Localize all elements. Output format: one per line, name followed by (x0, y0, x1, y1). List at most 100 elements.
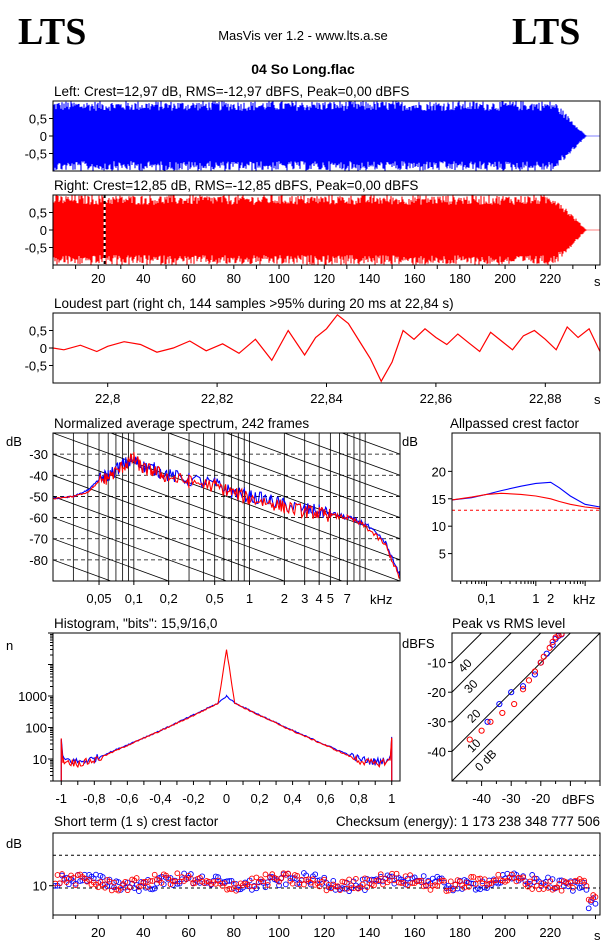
short-term-crest-point-1-129 (341, 879, 348, 886)
allpass-crest-title: Allpassed crest factor (450, 416, 580, 431)
right-waveform-ytick-label-1: 0 (40, 223, 47, 238)
short-term-crest-plot: 10 20 40 60 80 100 120 140 160 180 200 220 (33, 854, 600, 940)
short-term-crest-point-1-157 (405, 882, 411, 888)
short-term-crest-point-1-115 (310, 876, 316, 883)
short-term-crest-point-1-127 (337, 887, 343, 894)
right-waveform-xtick-label-5: 120 (313, 271, 335, 286)
short-term-crest-point-1-164 (420, 883, 427, 890)
loudest-part-xtick-label-4: 22,88 (529, 391, 562, 406)
crest-ylabel: dB (402, 434, 418, 449)
allpass-crest-ytick-label-3: 5 (439, 547, 446, 562)
avg-spectrum-ytick-label-5: -80 (29, 553, 48, 568)
short-term-crest-point-0-240 (592, 900, 599, 907)
peak-vs-rms-ytick-label-1: -20 (427, 685, 446, 700)
short-term-crest-point-1-145 (377, 871, 384, 878)
avg-spectrum-xtick-label-8: 5 (327, 591, 334, 606)
peak-vs-rms-point-0-1 (496, 700, 503, 708)
short-term-crest-point-1-11 (75, 872, 81, 878)
allpass-crest-xtick-label-2: 2 (547, 591, 554, 606)
crest-xunit: kHz (573, 592, 595, 607)
peak-vs-rms-diag-3 (452, 633, 572, 753)
file-name: 04 So Long.flac (251, 61, 355, 77)
histogram-ytick-label-0: 1000 (18, 689, 47, 704)
short-term-crest-point-1-3 (56, 880, 63, 887)
short-term-crest-xtick-label-5: 120 (313, 925, 335, 940)
right-waveform-xtick-label-1: 40 (136, 271, 150, 286)
histogram-xtick-label-4: -0,2 (182, 791, 204, 806)
short-term-crest-point-1-174 (443, 888, 450, 894)
histogram-ytick-label-1: 100 (25, 720, 47, 735)
short-term-crest-point-1-151 (391, 877, 398, 884)
histogram-xtick-label-5: 0 (223, 791, 230, 806)
short-term-crest-point-1-210 (524, 883, 531, 890)
left-waveform-ytick-label-2: -0,5 (25, 147, 47, 162)
loudest-part-line (52, 313, 601, 383)
avg-spectrum-slope-8 (53, 474, 344, 581)
loudest-part-xtick-label-1: 22,82 (201, 391, 234, 406)
histogram-ylabel: n (6, 638, 13, 653)
short-term-crest-point-1-166 (425, 879, 432, 885)
histogram-frame (52, 632, 401, 782)
loudest-part-ytick-label-1: 0 (40, 341, 47, 356)
short-term-crest-title: Short term (1 s) crest factor (54, 814, 219, 829)
spectrum-xunit: kHz (370, 592, 392, 607)
loudest-part-plot: 0,5 0 -0,5 22,8 22,82 22,84 22,86 22,88 (25, 313, 601, 406)
short-term-crest-point-1-45 (151, 871, 158, 878)
short-term-crest-point-1-51 (165, 875, 172, 881)
avg-spectrum-title: Normalized average spectrum, 242 frames (54, 416, 309, 431)
short-term-crest-point-1-131 (346, 876, 352, 883)
short-term-crest-point-1-224 (556, 880, 563, 887)
short-term-crest-point-1-61 (188, 875, 194, 882)
peak-vs-rms-point-1-5 (519, 686, 527, 693)
short-term-crest-point-1-142 (371, 882, 377, 889)
avg-spectrum-frame (52, 432, 401, 582)
short-term-crest-point-0-45 (151, 885, 158, 892)
pvr-ylabel: dBFS (402, 636, 435, 651)
short-term-crest-point-1-240 (592, 894, 599, 900)
histogram-series-0 (60, 694, 393, 766)
short-term-crest-point-1-130 (343, 885, 350, 892)
left-waveform-ytick-label-0: 0,5 (29, 112, 47, 127)
short-term-crest-xtick-label-4: 100 (268, 925, 290, 940)
short-term-crest-point-1-10 (72, 882, 79, 888)
avg-spectrum-xtick-label-3: 0,5 (206, 591, 224, 606)
peak-vs-rms-ytick-label-0: -10 (427, 656, 446, 671)
avg-spectrum-series-1 (53, 452, 400, 579)
loudest-part-ytick-label-2: -0,5 (25, 359, 47, 374)
peak-vs-rms-point-1-2 (487, 718, 494, 725)
histogram-xtick-label-7: 0,4 (284, 791, 302, 806)
histogram-xtick-label-3: -0,4 (149, 791, 171, 806)
short-term-crest-point-1-120 (321, 876, 328, 883)
short-term-crest-point-0-72 (212, 873, 219, 880)
avg-spectrum-ytick-label-3: -60 (29, 511, 48, 526)
short-term-crest-point-1-220 (547, 878, 554, 884)
short-term-crest-point-1-76 (221, 880, 228, 887)
short-term-crest-point-1-225 (558, 887, 565, 894)
short-term-crest-point-1-55 (174, 870, 181, 877)
peak-vs-rms-point-0-2 (508, 689, 515, 696)
peak-vs-rms-point-0-3 (519, 683, 527, 690)
short-term-crest-point-1-187 (472, 881, 479, 887)
right-waveform-ytick-label-0: 0,5 (29, 206, 47, 221)
logo-right: LTS (512, 11, 580, 53)
short-term-crest-point-1-104 (285, 870, 291, 877)
peak-vs-rms-ytick-label-3: -40 (427, 744, 446, 759)
right-waveform-xtick-label-3: 80 (227, 271, 241, 286)
short-term-crest-point-1-208 (520, 874, 526, 881)
short-term-crest-point-1-222 (551, 884, 558, 891)
short-term-crest-point-1-197 (495, 871, 502, 878)
short-term-crest-point-1-106 (289, 880, 296, 887)
peak-vs-rms-point-1-14 (558, 633, 565, 637)
short-term-crest-point-1-185 (468, 874, 475, 880)
short-term-crest-point-0-236 (583, 886, 590, 893)
avg-spectrum-slope-11 (53, 538, 170, 581)
right-waveform-xtick-label-9: 200 (494, 271, 516, 286)
short-term-crest-xtick-label-9: 200 (494, 925, 516, 940)
stc-ylabel: dB (6, 836, 22, 851)
peak-vs-rms-point-1-4 (511, 700, 518, 708)
short-term-crest-point-1-195 (490, 877, 497, 884)
histogram-xtick-label-9: 0,8 (350, 791, 368, 806)
short-term-crest-point-1-146 (380, 881, 386, 888)
histogram-ytick-label-2: 10 (33, 752, 47, 767)
